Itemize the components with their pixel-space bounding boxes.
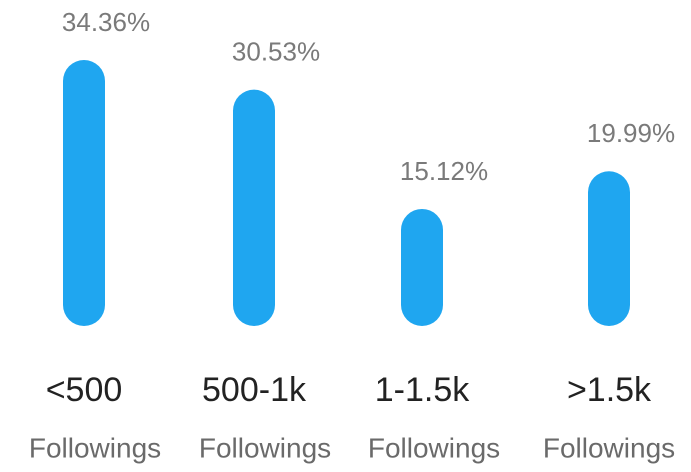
category-label: 500-1k bbox=[202, 371, 307, 409]
category-caption: Followings bbox=[368, 432, 500, 463]
value-label: 15.12% bbox=[400, 156, 488, 186]
category-label: >1.5k bbox=[567, 371, 652, 409]
category-caption: Followings bbox=[199, 432, 331, 463]
category-caption: Followings bbox=[29, 432, 161, 463]
category-caption: Followings bbox=[543, 432, 675, 463]
value-label: 34.36% bbox=[62, 7, 150, 37]
value-label: 30.53% bbox=[232, 37, 320, 67]
bar bbox=[233, 89, 275, 326]
bar bbox=[401, 208, 443, 326]
category-label: 1-1.5k bbox=[375, 371, 470, 409]
bar bbox=[588, 171, 630, 326]
value-label: 19.99% bbox=[587, 118, 675, 148]
bar bbox=[63, 60, 105, 326]
category-label: <500 bbox=[46, 371, 123, 409]
